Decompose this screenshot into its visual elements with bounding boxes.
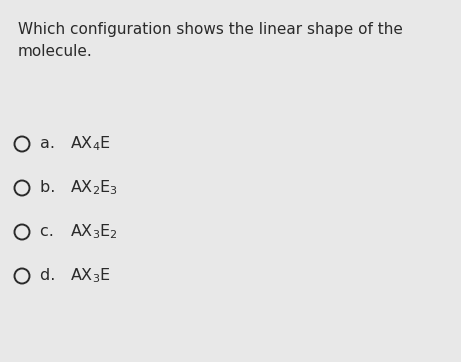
- Text: AX$_3$E$_2$: AX$_3$E$_2$: [70, 223, 118, 241]
- Text: molecule.: molecule.: [18, 44, 93, 59]
- Text: b.: b.: [40, 181, 65, 195]
- Text: AX$_3$E: AX$_3$E: [70, 267, 111, 285]
- Text: AX$_4$E: AX$_4$E: [70, 135, 111, 153]
- Text: d.: d.: [40, 269, 65, 283]
- Text: c.: c.: [40, 224, 64, 240]
- Text: Which configuration shows the linear shape of the: Which configuration shows the linear sha…: [18, 22, 403, 37]
- Text: a.: a.: [40, 136, 65, 152]
- Text: AX$_2$E$_3$: AX$_2$E$_3$: [70, 179, 118, 197]
